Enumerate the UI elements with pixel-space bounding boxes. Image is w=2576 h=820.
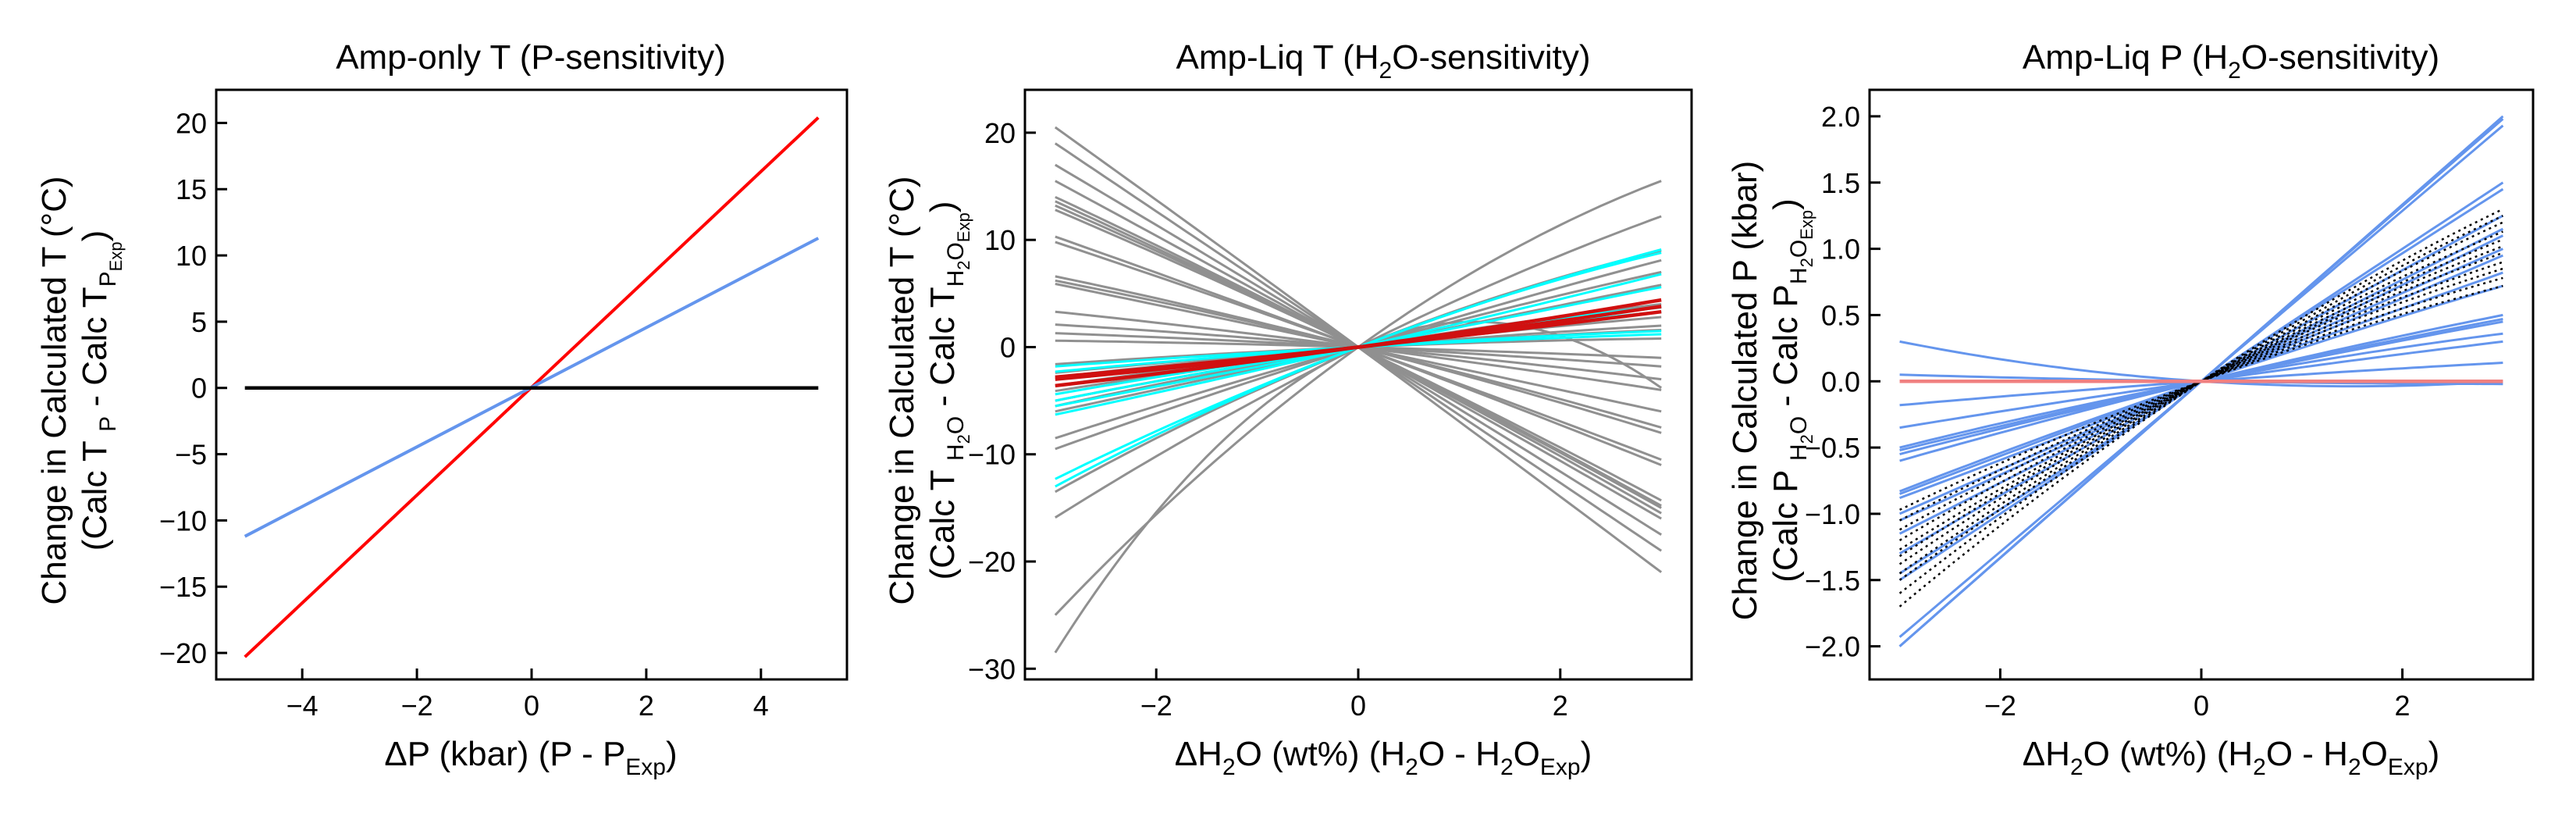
y-tick-label: 0 <box>191 373 207 405</box>
y-tick-label: −1.0 <box>1805 498 1860 530</box>
series-group <box>244 116 820 658</box>
series-group <box>1898 115 2504 647</box>
y-tick-label: 20 <box>176 107 207 139</box>
y-tick-label: 15 <box>176 173 207 205</box>
y-tick-label: 1.0 <box>1821 234 1860 266</box>
x-tick-label: 2 <box>2395 690 2411 722</box>
series-line-42 <box>1055 309 1662 380</box>
series-line-30 <box>1899 276 2503 522</box>
panel-1-y-axis-label-line-2: (Calc T P - Calc TPExp) <box>76 230 126 551</box>
series-line-25 <box>1898 238 2503 565</box>
series-line-21 <box>1898 208 2503 608</box>
panel-1-y-axis-label-line-1: Change in Calculated T (°C) <box>35 176 73 604</box>
x-tick-label: 0 <box>1350 690 1366 722</box>
panel-3-x-axis-label: ΔH2O (wt%) (H2O - H2OExp) <box>2023 735 2439 780</box>
y-tick-label: 10 <box>176 240 207 272</box>
x-tick-label: 2 <box>1553 690 1568 722</box>
y-tick-label: 1.5 <box>1821 167 1860 199</box>
series-line-20 <box>1899 340 2503 388</box>
y-tick-label: 0.5 <box>1821 299 1860 331</box>
panel-3-y-axis-label-line-1: Change in Calculated P (kbar) <box>1726 161 1764 621</box>
y-tick-label: −0.5 <box>1805 432 1860 464</box>
x-tick-label: 4 <box>753 690 769 722</box>
y-tick-label: 2.0 <box>1821 101 1860 133</box>
y-tick-label: −15 <box>159 571 207 603</box>
x-tick-label: 2 <box>639 690 654 722</box>
y-tick-label: −30 <box>968 653 1016 685</box>
panel-2-y-axis-label-line-1: Change in Calculated T (°C) <box>883 176 921 604</box>
panel-2-title: Amp-Liq T (H2O-sensitivity) <box>1176 38 1591 84</box>
y-tick-label: −10 <box>968 439 1016 471</box>
panel-2-x-axis-label: ΔH2O (wt%) (H2O - H2OExp) <box>1175 735 1592 780</box>
plot-area-2 <box>1023 88 1693 681</box>
x-tick-label: 0 <box>2194 690 2209 722</box>
y-tick-label: 20 <box>984 117 1016 149</box>
plot-area-1 <box>215 88 849 681</box>
x-tick-label: −4 <box>286 690 318 722</box>
panel-3-title: Amp-Liq P (H2O-sensitivity) <box>2023 38 2439 84</box>
y-tick-label: −10 <box>159 504 207 537</box>
panel-h2o-p-sensitivity: Amp-Liq P (H2O-sensitivity) −2 0 2 −2.0 −1.5… <box>1726 38 2535 780</box>
y-tick-label: −20 <box>968 546 1016 578</box>
x-tick-label: −2 <box>1984 690 2016 722</box>
y-tick-label: −1.5 <box>1805 565 1860 597</box>
series-group <box>1054 126 1663 654</box>
y-tick-label: −20 <box>159 637 207 669</box>
panel-2-y-axis-label-line-2: (Calc T H2O - Calc TH2OExp) <box>923 201 973 580</box>
x-tick-label: −2 <box>401 690 433 722</box>
panel-1-title: Amp-only T (P-sensitivity) <box>336 38 726 77</box>
y-tick-label: 5 <box>191 306 207 338</box>
panel-h2o-t-sensitivity: Amp-Liq T (H2O-sensitivity) −2 0 2−30−20−1… <box>883 38 1693 780</box>
series-line-29 <box>1898 267 2503 531</box>
series-line-9 <box>1055 235 1662 466</box>
series-line-23 <box>1898 221 2503 581</box>
panel-3-y-axis-label-line-2: (Calc P H2O - Calc PH2OExp) <box>1767 198 1816 583</box>
series-line-1 <box>1054 126 1663 573</box>
y-tick-label: −2.0 <box>1805 631 1860 663</box>
panel-p-sensitivity: Amp-only T (P-sensitivity) −4 −2 0 2 4−20−15… <box>35 38 849 780</box>
series-line-4 <box>1055 180 1662 520</box>
tick-labels-3: −2 0 2 −2.0 −1.5 −1.0 −0.5 0.0 0.5 1.0 1.5 2.0 <box>1805 101 2411 722</box>
panel-1-x-axis-label: ΔP (kbar) (P - PExp) <box>384 735 677 780</box>
plot-area-3 <box>1868 88 2535 681</box>
series-line-17 <box>1055 339 1662 359</box>
x-tick-label: 0 <box>524 690 539 722</box>
x-tick-label: −2 <box>1140 690 1172 722</box>
y-tick-label: 0.0 <box>1821 365 1860 398</box>
y-tick-label: 10 <box>984 224 1016 256</box>
y-tick-label: 0 <box>1000 331 1016 363</box>
y-tick-label: −5 <box>175 439 207 471</box>
